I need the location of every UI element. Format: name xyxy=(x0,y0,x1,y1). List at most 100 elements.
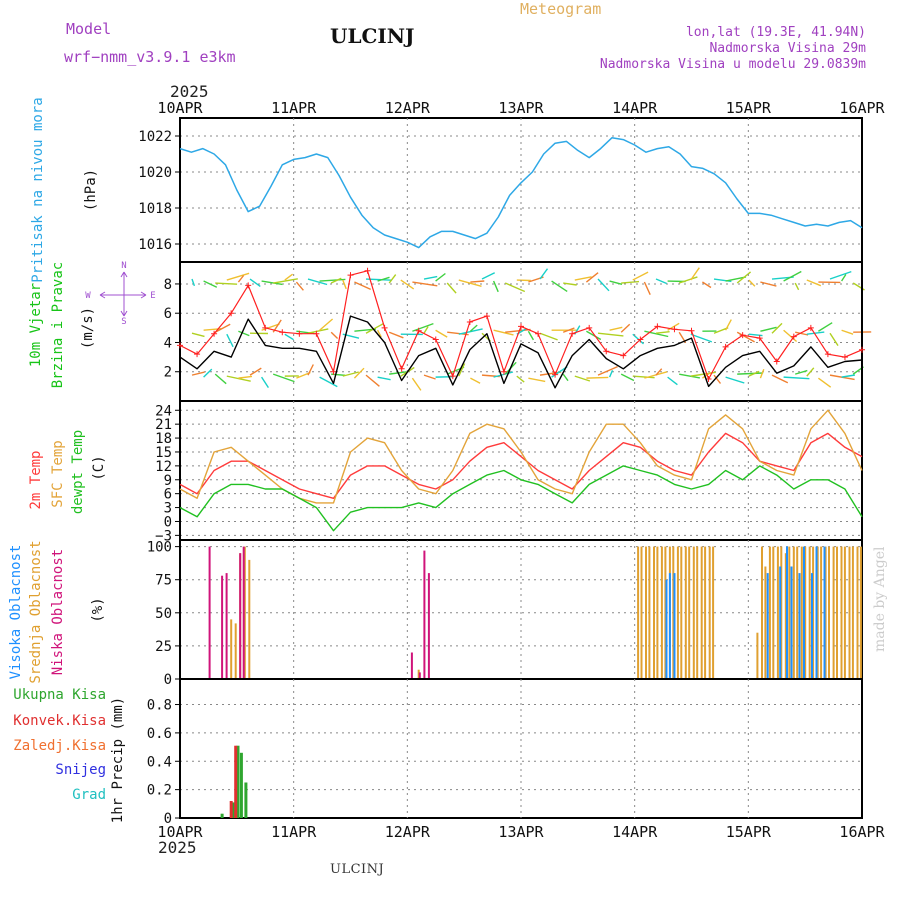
gust-marker xyxy=(432,336,439,343)
wind-arrow xyxy=(783,329,798,343)
precip-bar xyxy=(236,745,240,818)
wind-arrow xyxy=(597,278,610,292)
wind-arrow xyxy=(493,329,514,336)
precip-legend-label: Snijeg xyxy=(55,762,106,778)
y-tick-label: 0.8 xyxy=(147,698,172,714)
wind-arrow xyxy=(469,324,478,332)
wind-arrow xyxy=(307,278,328,286)
cloud-bar xyxy=(832,546,835,679)
cloud-bar xyxy=(756,632,759,679)
compass-n: N xyxy=(121,261,126,271)
gust-marker xyxy=(620,352,627,359)
wind-arrow xyxy=(272,373,295,383)
cloud-bar xyxy=(816,546,819,679)
gust-marker xyxy=(228,310,235,317)
wind-arrow xyxy=(620,373,635,382)
gust-marker xyxy=(449,373,456,380)
gust-marker xyxy=(194,351,201,358)
cloud-bar xyxy=(242,546,245,679)
cloud-bar xyxy=(811,573,813,679)
cloud-bar xyxy=(824,546,827,679)
wind-arrow xyxy=(319,318,334,331)
y-tick-label: 0 xyxy=(164,514,172,530)
wind-arrow xyxy=(586,330,602,341)
y-tick-label: 0.6 xyxy=(147,726,172,742)
wind-arrow xyxy=(388,274,397,284)
wind-arrow xyxy=(678,276,698,284)
gust-marker xyxy=(347,272,354,279)
cloud-bar xyxy=(815,546,818,679)
cloud-bar xyxy=(780,546,783,679)
wind-arrow xyxy=(377,376,391,381)
cloud-bar xyxy=(840,546,843,679)
cloud-high-label: Visoka Oblacnost xyxy=(8,545,24,680)
gust-marker xyxy=(211,330,218,337)
cloud-bar xyxy=(248,559,251,679)
x-tick-label-bottom: 12APR xyxy=(385,823,431,841)
y-tick-label: 100 xyxy=(147,540,172,556)
gust-marker xyxy=(859,346,865,353)
wind-arrow xyxy=(458,328,483,335)
wind-arrow xyxy=(411,377,422,391)
precip-bar xyxy=(220,813,224,818)
wind-arrow xyxy=(527,330,535,341)
cloud-bar xyxy=(673,573,676,679)
x-tick-label-bottom: 16APR xyxy=(839,823,885,841)
wind-arrow xyxy=(621,280,640,284)
wind-arrow xyxy=(470,280,485,283)
gust-marker xyxy=(824,351,831,358)
precip-unit-label: 1hr Precip (mm) xyxy=(110,697,126,823)
wind-arrow xyxy=(435,272,446,282)
y-tick-label: 6 xyxy=(164,306,172,322)
wind-arrow xyxy=(608,370,614,378)
model-label: Model xyxy=(66,20,112,38)
wind-arrow xyxy=(667,322,680,331)
cloud-bar xyxy=(423,550,426,679)
cloud-low-label: Niska Oblacnost xyxy=(50,549,66,675)
wind-arrow xyxy=(829,332,839,346)
wind-arrow xyxy=(412,322,434,332)
wind-arrow xyxy=(481,272,496,280)
y-tick-label: 0.4 xyxy=(147,754,172,770)
wind-arrow xyxy=(713,374,722,384)
gust-marker xyxy=(535,330,542,337)
gust-marker xyxy=(773,358,780,365)
wind-arrow xyxy=(655,331,670,334)
x-tick-label-top: 10APR xyxy=(157,99,203,117)
wind-arrow xyxy=(794,282,800,291)
wind-arrow xyxy=(690,333,713,343)
cloud-bar xyxy=(704,546,707,679)
cloud-bar xyxy=(221,575,224,679)
gust-marker xyxy=(330,368,337,375)
cloud-bar xyxy=(234,623,237,679)
precip-legend-label: Ukupna Kisa xyxy=(13,687,106,703)
wind-arrow xyxy=(238,375,253,379)
y-tick-label: 4 xyxy=(164,335,172,351)
y-tick-label: 18 xyxy=(155,431,172,447)
y-tick-label: 1022 xyxy=(138,129,172,145)
cloud-bar xyxy=(712,546,715,679)
wind-arrow xyxy=(724,319,732,331)
wind-arrow xyxy=(585,272,599,283)
cloud-bar xyxy=(820,546,823,679)
wind-label-2: Brzina i Pravac xyxy=(50,262,66,388)
wind-arrow xyxy=(771,374,789,384)
y-tick-label: 15 xyxy=(155,445,172,461)
wind-arrow xyxy=(273,278,298,284)
wind-unit-label: (m/s) xyxy=(80,307,96,349)
gust-marker xyxy=(569,330,576,337)
wind-arrow xyxy=(771,322,783,334)
x-tick-label-top: 13APR xyxy=(498,99,544,117)
temp2m-line xyxy=(179,432,863,499)
gust-marker xyxy=(603,348,610,355)
wind-arrow xyxy=(342,371,359,377)
cloud-bar xyxy=(779,566,782,679)
wind-arrow xyxy=(760,281,777,287)
wind-arrow xyxy=(284,333,294,341)
cloud-bar xyxy=(776,546,779,679)
cloud-bar xyxy=(784,553,787,679)
y-tick-label: 1020 xyxy=(138,165,172,181)
cloud-bar xyxy=(684,546,687,679)
pressure-label: Pritisak na nivou mora xyxy=(30,97,46,282)
cloud-bar xyxy=(804,546,807,679)
